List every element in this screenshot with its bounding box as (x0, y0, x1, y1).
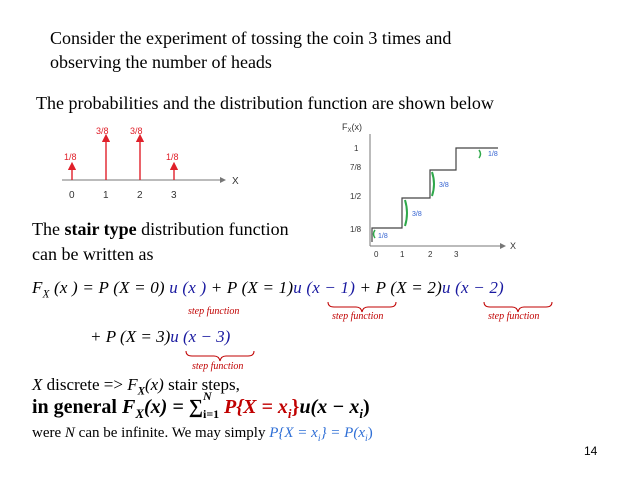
discrete-text: discrete => (42, 375, 128, 394)
step-label-0: step function (188, 306, 240, 317)
cdf-chart: FX(x) X 1 7/8 1/2 1/8 1/8 3/8 3/8 1/8 0 … (342, 122, 516, 259)
were-blue-2: } = P(x (320, 425, 365, 441)
were-blue-1: P{X = x (269, 425, 318, 441)
intro-line-2: observing the number of heads (50, 52, 272, 72)
cdf-jump-2: 3/8 (439, 182, 449, 189)
discrete-line: X discrete => FX(x) stair steps, (32, 375, 240, 397)
cdf-xtick-3: 3 (454, 250, 459, 259)
cdf-bracket-2 (431, 171, 435, 197)
step-label-3: step function (192, 361, 244, 372)
cdf-ylabel: FX(x) (342, 122, 362, 134)
general-F: F (122, 396, 136, 418)
cdf-jump-3: 1/8 (488, 151, 498, 158)
formula-line-1: FX (x ) = P (X = 0) u (x ) + P (X = 1)u … (32, 278, 504, 300)
cdf-jump-0: 1/8 (378, 233, 388, 240)
were-blue-sub-1: i (317, 433, 321, 444)
pmf-tick-2: 2 (137, 190, 143, 201)
formula-u1: u (x − 1) (293, 278, 356, 297)
underbrace-3 (185, 350, 255, 362)
cdf-bracket-1 (404, 199, 408, 227)
were-line: were N can be infinite. We may simply P{… (32, 425, 373, 444)
discrete-x: X (32, 375, 43, 394)
stair-line-1: The stair type distribution function (32, 219, 289, 240)
general-P-sub: i (287, 406, 292, 421)
formula-lhs: F (32, 278, 43, 297)
subtitle: The probabilities and the distribution f… (36, 93, 494, 113)
general-F-sub: X (135, 406, 145, 421)
pmf-tick-3: 3 (171, 190, 177, 201)
general-pre: in general (32, 396, 122, 418)
underbraces-line-1 (327, 301, 553, 313)
intro-line-1: Consider the experiment of tossing the c… (50, 28, 452, 48)
pmf-x-axis-arrow (220, 177, 226, 183)
pmf-axis-label: X (232, 176, 239, 187)
step-label-1: step function (332, 311, 384, 322)
formula-u2: u (x − 2) (442, 278, 504, 297)
underbraces-line-2 (185, 350, 255, 362)
discrete-arg: (x) (144, 375, 164, 394)
pmf-value-1: 3/8 (96, 126, 109, 136)
cdf-stair-line (371, 147, 498, 242)
formula-p3: + P (X = 3) (90, 327, 171, 346)
were-pre: were (32, 425, 65, 441)
cdf-ytick-1: 1 (354, 144, 359, 153)
pmf-value-3: 1/8 (166, 152, 179, 162)
pmf-value-0: 1/8 (64, 152, 77, 162)
cdf-ytick-7-8: 7/8 (350, 163, 362, 172)
pmf-chart: X 1/8 3/8 3/8 1/8 0 1 2 3 (62, 126, 239, 201)
formula-p2: + P (X = 2) (355, 278, 442, 297)
were-blue-end: ) (367, 425, 373, 441)
general-sum-sub: i=1 (203, 407, 220, 421)
page-number: 14 (584, 444, 598, 458)
cdf-ytick-1-2: 1/2 (350, 192, 362, 201)
formula-u0: u (x ) (169, 278, 207, 297)
formula-line-2: + P (X = 3)u (x − 3) (90, 327, 230, 347)
pmf-tick-0: 0 (69, 190, 75, 201)
discrete-F: F (127, 375, 138, 394)
were-blue-sub-2: i (365, 433, 368, 444)
pmf-value-2: 3/8 (130, 126, 143, 136)
general-u-sub: i (359, 406, 363, 421)
underbrace-1 (327, 301, 397, 313)
general-u: u(x − x (299, 396, 360, 418)
stair-line-2: can be written as (32, 244, 154, 264)
formula-u3: u (x − 3) (170, 327, 231, 346)
discrete-F-sub: X (137, 385, 145, 398)
were-text: can be infinite. We may simply (74, 425, 270, 441)
cdf-x-axis-arrow (500, 243, 506, 249)
were-N: N (64, 425, 75, 441)
cdf-xtick-2: 2 (428, 250, 433, 259)
formula-lhs-sub: X (42, 288, 50, 301)
cdf-ytick-1-8: 1/8 (350, 225, 362, 234)
general-sum: (x) = ∑ (144, 396, 203, 418)
formula-p0: (x ) = P (X = 0) (49, 278, 170, 297)
underbrace-2 (483, 301, 553, 313)
cdf-xtick-0: 0 (374, 250, 379, 259)
general-sum-sup: N (203, 389, 212, 403)
stair-bold: stair type (64, 219, 137, 239)
general-u-end: ) (362, 396, 370, 418)
formula-p1: + P (X = 1) (206, 278, 294, 297)
step-label-2: step function (488, 311, 540, 322)
cdf-xtick-1: 1 (400, 250, 405, 259)
stair-post: distribution function (136, 219, 289, 239)
cdf-axis-label: X (510, 241, 516, 251)
discrete-tail: stair steps, (163, 375, 240, 394)
general-P-end: } (291, 396, 300, 418)
cdf-bracket-3 (478, 149, 482, 159)
general-P: P{X = x (219, 396, 288, 418)
pmf-tick-1: 1 (103, 190, 109, 201)
cdf-jump-1: 3/8 (412, 211, 422, 218)
stair-pre: The (32, 219, 65, 239)
cdf-bracket-0 (372, 229, 376, 239)
